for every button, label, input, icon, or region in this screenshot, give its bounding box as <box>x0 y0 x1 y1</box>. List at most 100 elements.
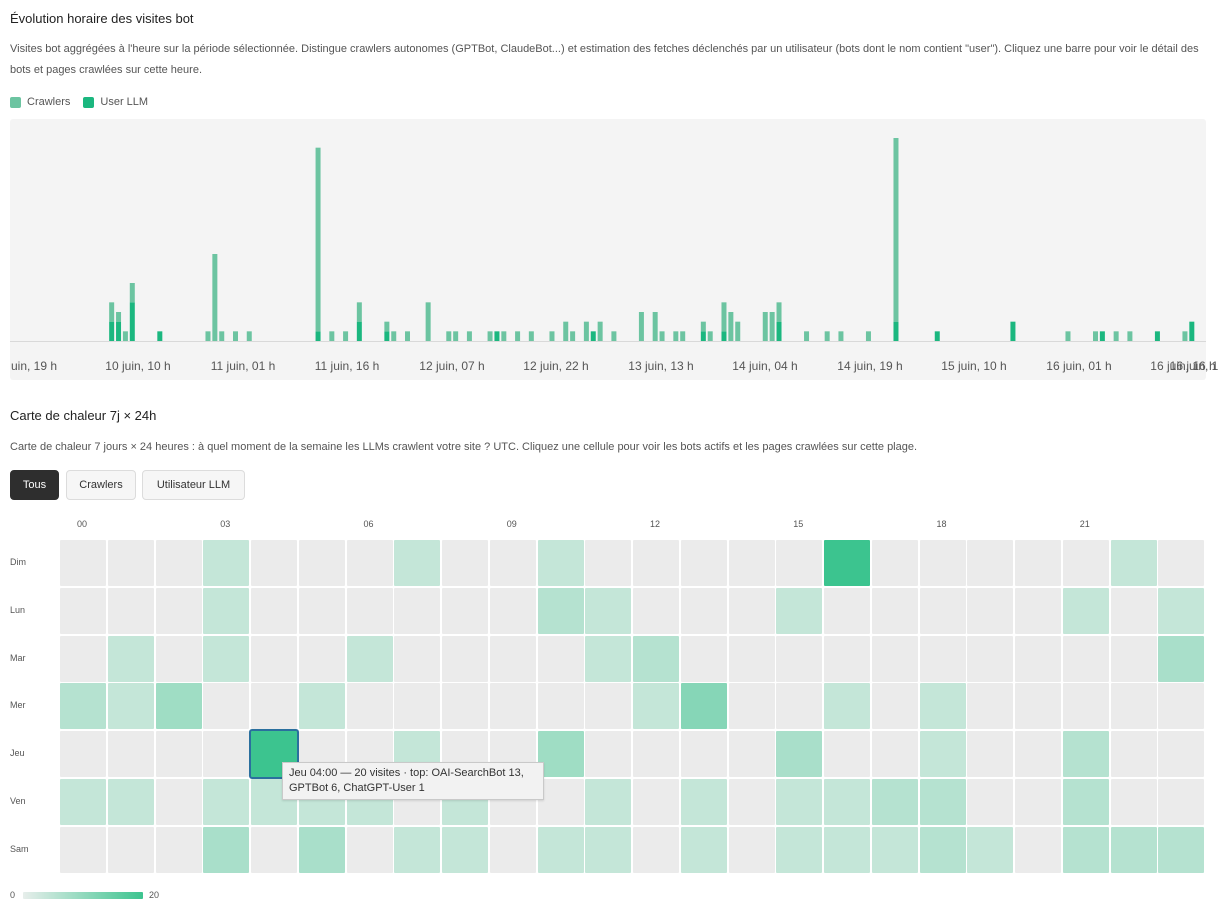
heatmap-cell[interactable] <box>776 778 823 825</box>
heatmap-cell[interactable] <box>537 540 584 586</box>
heatmap-cell[interactable] <box>489 635 536 682</box>
bar-segment-crawlers[interactable] <box>838 331 844 341</box>
heatmap-cell[interactable] <box>585 635 632 682</box>
heatmap-cell[interactable] <box>967 826 1014 873</box>
bar-segment-user-llm[interactable] <box>315 331 321 341</box>
heatmap-cell[interactable] <box>537 731 584 777</box>
bar-segment-crawlers[interactable] <box>384 321 390 332</box>
bar-segment-crawlers[interactable] <box>129 283 135 303</box>
heatmap-cell[interactable] <box>1110 731 1157 777</box>
heatmap-cell[interactable] <box>633 540 679 586</box>
bar-segment-crawlers[interactable] <box>219 331 225 341</box>
bar-segment-crawlers[interactable] <box>391 331 397 341</box>
bar-segment-crawlers[interactable] <box>804 331 810 341</box>
bar-segment-user-llm[interactable] <box>116 321 122 341</box>
heatmap-cell[interactable] <box>776 683 823 730</box>
heatmap-cell[interactable] <box>585 587 632 634</box>
legend-item-crawlers[interactable]: Crawlers <box>10 96 70 108</box>
heatmap-cell[interactable] <box>728 826 775 873</box>
heatmap-cell[interactable] <box>60 540 106 586</box>
heatmap-cell[interactable] <box>346 635 393 682</box>
heatmap-cell[interactable] <box>298 635 345 682</box>
heatmap-cell[interactable] <box>824 635 870 682</box>
heatmap-cell[interactable] <box>537 826 584 873</box>
bar-segment-crawlers[interactable] <box>673 331 679 341</box>
heatmap-cell[interactable] <box>394 540 441 586</box>
heatmap-cell[interactable] <box>442 587 488 634</box>
heatmap-cell[interactable] <box>203 683 250 730</box>
heatmap-cell[interactable] <box>633 635 679 682</box>
bar-segment-crawlers[interactable] <box>1093 331 1098 341</box>
heatmap-cell[interactable] <box>203 778 250 825</box>
bar-segment-crawlers[interactable] <box>487 331 493 341</box>
heatmap-cell[interactable] <box>919 778 966 825</box>
bar-segment-crawlers[interactable] <box>515 331 521 341</box>
filter-crawlers-button[interactable]: Crawlers <box>66 470 136 500</box>
bar-segment-crawlers[interactable] <box>343 331 349 341</box>
bar-segment-crawlers[interactable] <box>638 312 644 341</box>
heatmap-cell[interactable] <box>585 778 632 825</box>
bar-segment-crawlers[interactable] <box>329 331 335 341</box>
heatmap-cell[interactable] <box>155 635 202 682</box>
heatmap-cell[interactable] <box>728 683 775 730</box>
heatmap-cell[interactable] <box>442 683 488 730</box>
heatmap-cell[interactable] <box>824 540 870 586</box>
bar-segment-crawlers[interactable] <box>1065 331 1071 341</box>
heatmap-cell[interactable] <box>585 826 632 873</box>
heatmap-cell[interactable] <box>919 540 966 586</box>
heatmap-cell[interactable] <box>155 778 202 825</box>
heatmap-cell[interactable] <box>60 778 106 825</box>
bar-segment-crawlers[interactable] <box>1182 331 1188 341</box>
heatmap-cell[interactable] <box>298 540 345 586</box>
heatmap-cell[interactable] <box>346 540 393 586</box>
heatmap-cell[interactable] <box>155 587 202 634</box>
heatmap-cell[interactable] <box>298 587 345 634</box>
bar-segment-crawlers[interactable] <box>205 331 211 341</box>
heatmap-cell[interactable] <box>1158 587 1205 634</box>
heatmap-cell[interactable] <box>1158 731 1205 777</box>
heatmap-cell[interactable] <box>1110 635 1157 682</box>
heatmap-cell[interactable] <box>489 540 536 586</box>
heatmap-cell[interactable] <box>60 587 106 634</box>
heatmap-cell[interactable] <box>442 540 488 586</box>
heatmap-cell[interactable] <box>155 731 202 777</box>
heatmap-cell[interactable] <box>1015 683 1061 730</box>
bar-segment-user-llm[interactable] <box>109 321 115 341</box>
heatmap-cell[interactable] <box>1015 635 1061 682</box>
heatmap-cell[interactable] <box>728 731 775 777</box>
heatmap-cell[interactable] <box>1110 683 1157 730</box>
bar-segment-crawlers[interactable] <box>356 302 362 322</box>
bar-segment-user-llm[interactable] <box>893 321 899 341</box>
heatmap-cell[interactable] <box>203 731 250 777</box>
heatmap-cell[interactable] <box>776 731 823 777</box>
heatmap-cell[interactable] <box>680 731 727 777</box>
bar-segment-crawlers[interactable] <box>570 331 576 341</box>
heatmap-cell[interactable] <box>633 778 679 825</box>
bar-segment-user-llm[interactable] <box>721 331 727 341</box>
heatmap-cell[interactable] <box>776 826 823 873</box>
filter-all-button[interactable]: Tous <box>10 470 59 500</box>
heatmap-cell[interactable] <box>251 635 297 682</box>
bar-segment-user-llm[interactable] <box>157 331 163 341</box>
heatmap-cell[interactable] <box>1158 540 1205 586</box>
heatmap-cell[interactable] <box>680 587 727 634</box>
heatmap-cell[interactable] <box>1158 683 1205 730</box>
bar-segment-crawlers[interactable] <box>466 331 472 341</box>
heatmap-cell[interactable] <box>1062 826 1109 873</box>
heatmap-cell[interactable] <box>728 587 775 634</box>
bar-segment-crawlers[interactable] <box>233 331 238 341</box>
heatmap-cell[interactable] <box>824 826 870 873</box>
legend-item-user-llm[interactable]: User LLM <box>83 96 148 108</box>
heatmap-cell[interactable] <box>824 587 870 634</box>
bar-segment-crawlers[interactable] <box>583 321 589 341</box>
bar-segment-user-llm[interactable] <box>1099 331 1105 341</box>
heatmap-cell[interactable] <box>155 540 202 586</box>
bar-segment-crawlers[interactable] <box>246 331 252 341</box>
bar-segment-crawlers[interactable] <box>659 331 665 341</box>
bar-segment-crawlers[interactable] <box>700 321 706 332</box>
bar-segment-crawlers[interactable] <box>315 147 321 332</box>
filter-user-llm-button[interactable]: Utilisateur LLM <box>142 470 245 500</box>
heatmap-cell[interactable] <box>871 778 918 825</box>
heatmap-cell[interactable] <box>1158 635 1205 682</box>
bar-segment-crawlers[interactable] <box>769 312 775 341</box>
